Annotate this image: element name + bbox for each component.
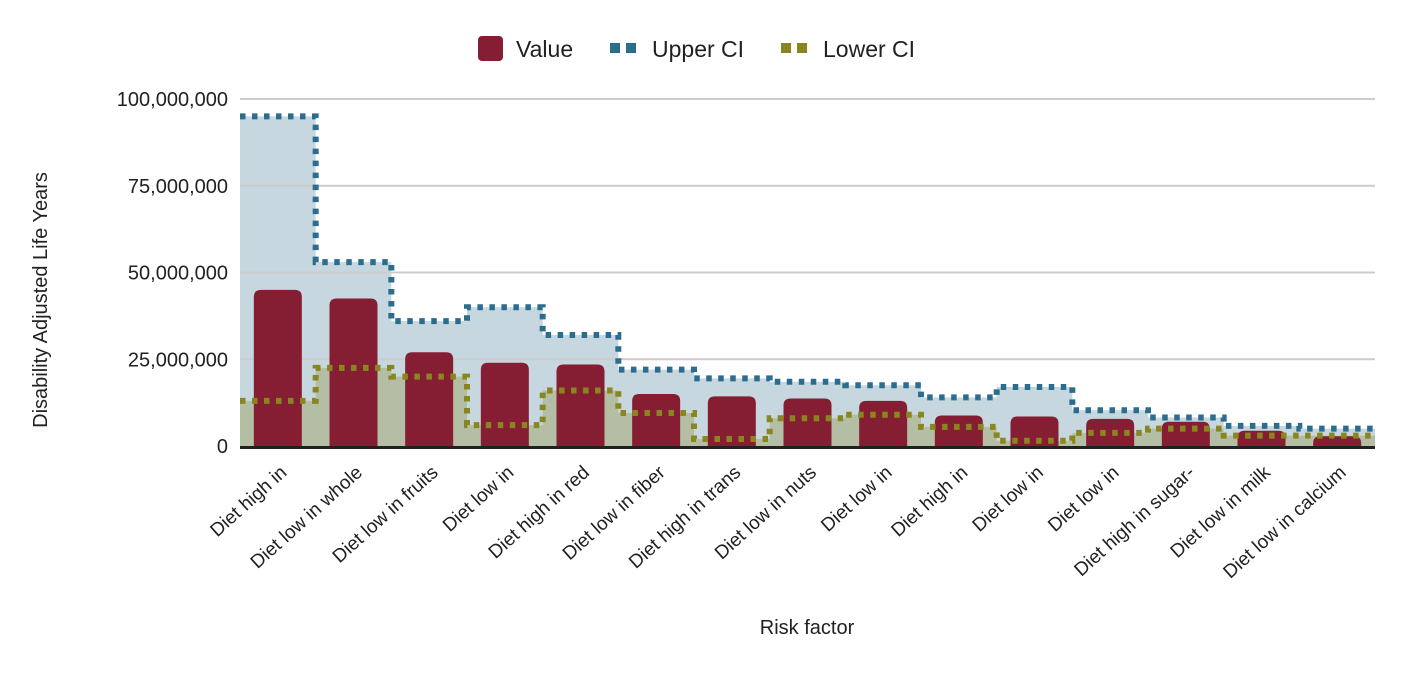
bar-4[interactable] bbox=[480, 362, 529, 446]
bar-6[interactable] bbox=[632, 393, 681, 446]
bar-9[interactable] bbox=[859, 400, 908, 446]
bars bbox=[253, 289, 1362, 446]
bar-15[interactable] bbox=[1313, 436, 1362, 446]
legend-upper-ci-dash-icon bbox=[610, 43, 620, 53]
y-tick-label: 50,000,000 bbox=[128, 263, 228, 285]
bar-2[interactable] bbox=[329, 298, 378, 446]
lower-ci-line bbox=[240, 364, 1375, 444]
bar-1[interactable] bbox=[253, 289, 302, 446]
legend-upper-ci-dash-icon bbox=[626, 43, 636, 53]
bar-10[interactable] bbox=[934, 415, 983, 446]
x-category-label: Diet low in bbox=[969, 462, 1048, 536]
legend-lower-ci-label: Lower CI bbox=[823, 36, 915, 62]
bar-8[interactable] bbox=[783, 398, 832, 446]
bar-11[interactable] bbox=[1010, 416, 1059, 446]
bar-13[interactable] bbox=[1161, 421, 1210, 446]
y-axis-title: Disability Adjusted Life Years bbox=[30, 172, 52, 428]
legend-upper-ci-label: Upper CI bbox=[652, 36, 744, 62]
legend-lower-ci-dash-icon bbox=[797, 43, 807, 53]
y-tick-label: 25,000,000 bbox=[128, 349, 228, 371]
legend-lower-ci-dash-icon bbox=[781, 43, 791, 53]
bar-12[interactable] bbox=[1086, 418, 1135, 446]
y-tick-label: 100,000,000 bbox=[117, 89, 228, 111]
y-tick-label: 0 bbox=[217, 436, 228, 458]
x-category-label: Diet low in bbox=[439, 462, 518, 536]
bar-3[interactable] bbox=[405, 352, 454, 446]
x-axis-title: Risk factor bbox=[760, 617, 855, 639]
x-category-label: Diet high in bbox=[887, 462, 972, 541]
x-category-label: Diet low in bbox=[1044, 462, 1123, 536]
legend-value-label: Value bbox=[516, 36, 573, 62]
ci-lines bbox=[240, 113, 1375, 444]
y-tick-label: 75,000,000 bbox=[128, 176, 228, 198]
x-category-label: Diet low in bbox=[817, 462, 896, 536]
legend-value-swatch bbox=[478, 36, 503, 61]
bar-7[interactable] bbox=[707, 396, 756, 446]
legend: Value Upper CI Lower CI bbox=[478, 36, 915, 62]
bar-5[interactable] bbox=[556, 364, 605, 446]
